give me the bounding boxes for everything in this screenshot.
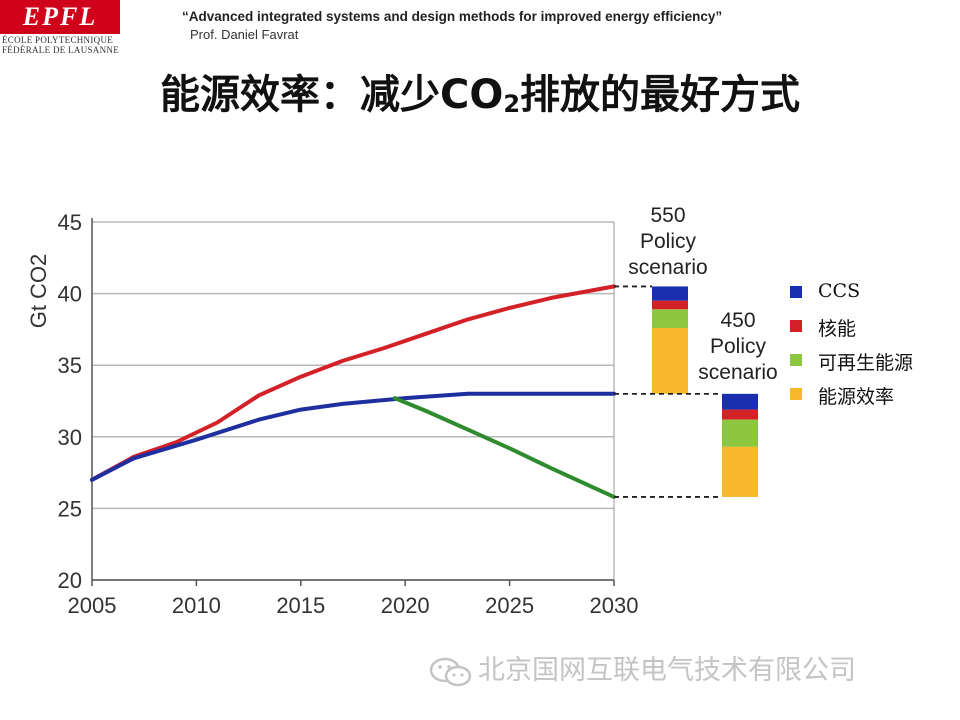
x-tick-label: 2015 bbox=[276, 593, 325, 618]
scenario-label: scenario bbox=[628, 256, 707, 279]
bar-segment bbox=[652, 309, 688, 328]
y-tick-label: 30 bbox=[58, 425, 82, 450]
x-tick-label: 2025 bbox=[485, 593, 534, 618]
legend-swatch bbox=[790, 388, 802, 400]
bar-segment bbox=[722, 393, 758, 410]
y-tick-label: 45 bbox=[58, 210, 82, 235]
header-quote: “Advanced integrated systems and design … bbox=[182, 9, 723, 24]
bar-segment bbox=[652, 300, 688, 310]
series-line bbox=[90, 284, 616, 482]
x-tick-label: 2005 bbox=[68, 593, 117, 618]
scenario-label: 550 bbox=[650, 204, 685, 227]
scenario-label: Policy bbox=[640, 230, 697, 253]
title-part1: 能源效率：减少CO bbox=[159, 72, 504, 118]
legend-label: 可再生能源 bbox=[818, 352, 914, 374]
legend-swatch bbox=[790, 354, 802, 366]
title-part2: 排放的最好方式 bbox=[520, 72, 801, 118]
slide-title: 能源效率：减少CO2排放的最好方式 bbox=[0, 62, 960, 120]
logo-line2: FÉDÉRALE DE LAUSANNE bbox=[2, 45, 119, 55]
scenario-label: Policy bbox=[710, 335, 767, 358]
logo-mark: EPFL bbox=[0, 0, 120, 34]
bar-segment bbox=[722, 419, 758, 447]
y-tick-label: 40 bbox=[58, 282, 82, 307]
watermark-text: 北京国网互联电气技术有限公司 bbox=[478, 655, 856, 686]
y-tick-label: 35 bbox=[58, 353, 82, 378]
header-author: Prof. Daniel Favrat bbox=[190, 27, 299, 42]
series-line bbox=[392, 396, 616, 499]
bar-segment bbox=[722, 409, 758, 420]
legend-swatch bbox=[790, 286, 802, 298]
legend-swatch bbox=[790, 320, 802, 332]
watermark: 北京国网互联电气技术有限公司 bbox=[428, 648, 856, 688]
bar-segment bbox=[652, 286, 688, 301]
bar-segment bbox=[652, 327, 688, 394]
legend-label: CCS bbox=[818, 280, 861, 302]
series-line bbox=[90, 391, 616, 482]
legend-label: 核能 bbox=[818, 318, 857, 340]
wechat-icon bbox=[429, 657, 472, 686]
x-tick-label: 2030 bbox=[590, 593, 639, 618]
scenario-label: 450 bbox=[720, 309, 755, 332]
y-tick-label: 20 bbox=[58, 568, 82, 593]
legend-label: 能源效率 bbox=[818, 386, 895, 408]
x-tick-label: 2010 bbox=[172, 593, 221, 618]
bar-segment bbox=[722, 446, 758, 497]
y-axis-label: Gt CO2 bbox=[26, 254, 51, 329]
logo-line1: ÉCOLE POLYTECHNIQUE bbox=[2, 35, 114, 45]
epfl-logo: EPFL ÉCOLE POLYTECHNIQUE FÉDÉRALE DE LAU… bbox=[0, 0, 120, 56]
scenario-label: scenario bbox=[698, 361, 777, 384]
x-tick-label: 2020 bbox=[381, 593, 430, 618]
y-tick-label: 25 bbox=[58, 496, 82, 521]
title-subscript: 2 bbox=[503, 90, 521, 118]
